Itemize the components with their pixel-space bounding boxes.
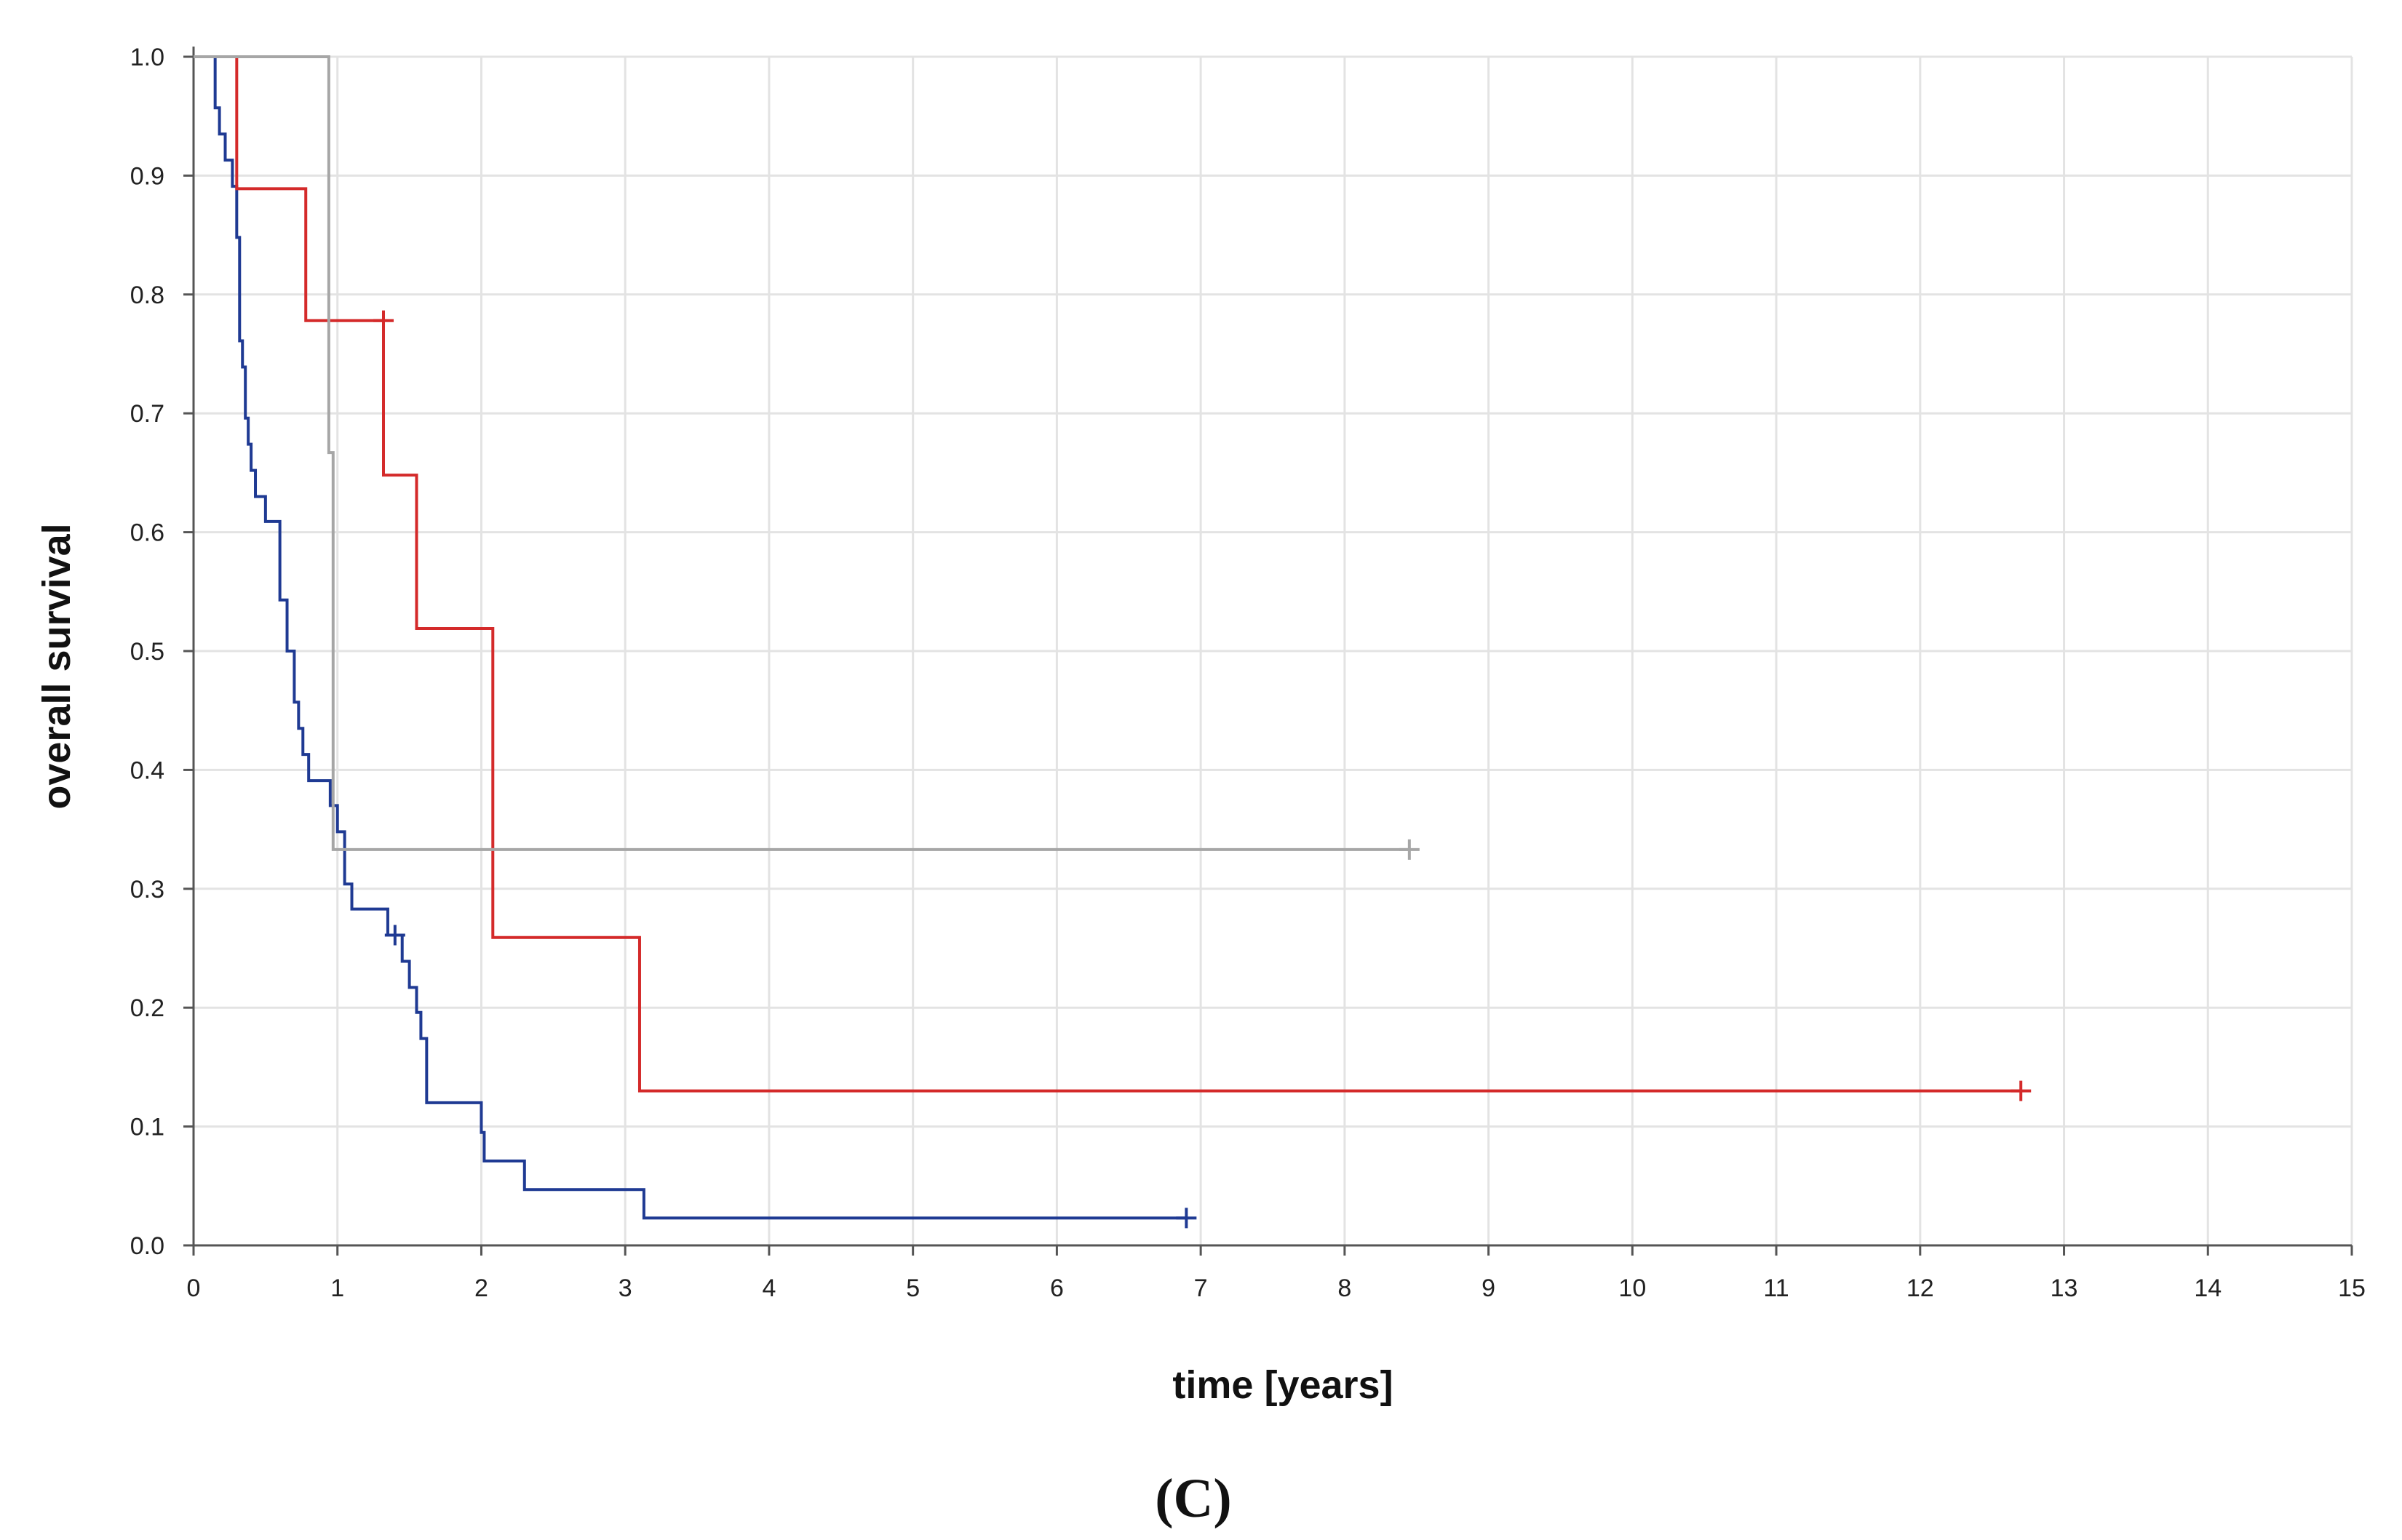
y-tick-label: 0.5 [130,638,164,666]
x-tick-label: 9 [1482,1274,1495,1302]
y-tick-label: 0.9 [130,162,164,190]
y-tick-label: 0.6 [130,519,164,547]
censor-mark [373,310,394,331]
x-tick-label: 7 [1194,1274,1208,1302]
x-tick-label: 8 [1337,1274,1351,1302]
y-tick-label: 0.8 [130,282,164,309]
x-tick-label: 14 [2194,1274,2222,1302]
x-tick-label: 3 [619,1274,632,1302]
x-tick-label: 10 [1618,1274,1646,1302]
censor-mark [1399,839,1420,860]
censor-mark [2011,1080,2032,1101]
series-layer [194,55,2032,1229]
survival-curve-2 [194,55,2021,1093]
ticks-layer: 0 1 2 3 4 5 6 7 8 9 10 11 12 13 14 150.00.10.20.30.40.5… [130,44,2366,1302]
x-tick-label: 15 [2338,1274,2366,1302]
y-tick-label: 1.0 [130,44,164,71]
survival-curve-3 [194,55,1409,851]
x-tick-label: 6 [1050,1274,1064,1302]
panel-label: (C) [1155,1468,1232,1529]
y-tick-label: 0.7 [130,400,164,428]
x-axis-title: time [years] [1172,1363,1393,1407]
y-axis-title: overall survival [35,523,79,809]
x-tick-label: 4 [762,1274,776,1302]
axes-layer [183,47,2353,1256]
y-tick-label: 0.2 [130,994,164,1022]
x-tick-label: 2 [474,1274,488,1302]
survival-curve-1 [194,55,1187,1220]
y-tick-label: 0.0 [130,1232,164,1260]
censor-mark [384,925,405,946]
x-tick-label: 11 [1763,1274,1789,1302]
grid-layer [194,55,2353,1245]
y-tick-label: 0.3 [130,876,164,903]
censor-mark [1176,1208,1197,1229]
y-tick-label: 0.4 [130,757,164,784]
x-tick-label: 1 [330,1274,344,1302]
x-tick-label: 12 [1906,1274,1934,1302]
y-tick-label: 0.1 [130,1114,164,1141]
x-tick-label: 13 [2051,1274,2078,1302]
x-tick-label: 0 [187,1274,201,1302]
x-tick-label: 5 [906,1274,920,1302]
